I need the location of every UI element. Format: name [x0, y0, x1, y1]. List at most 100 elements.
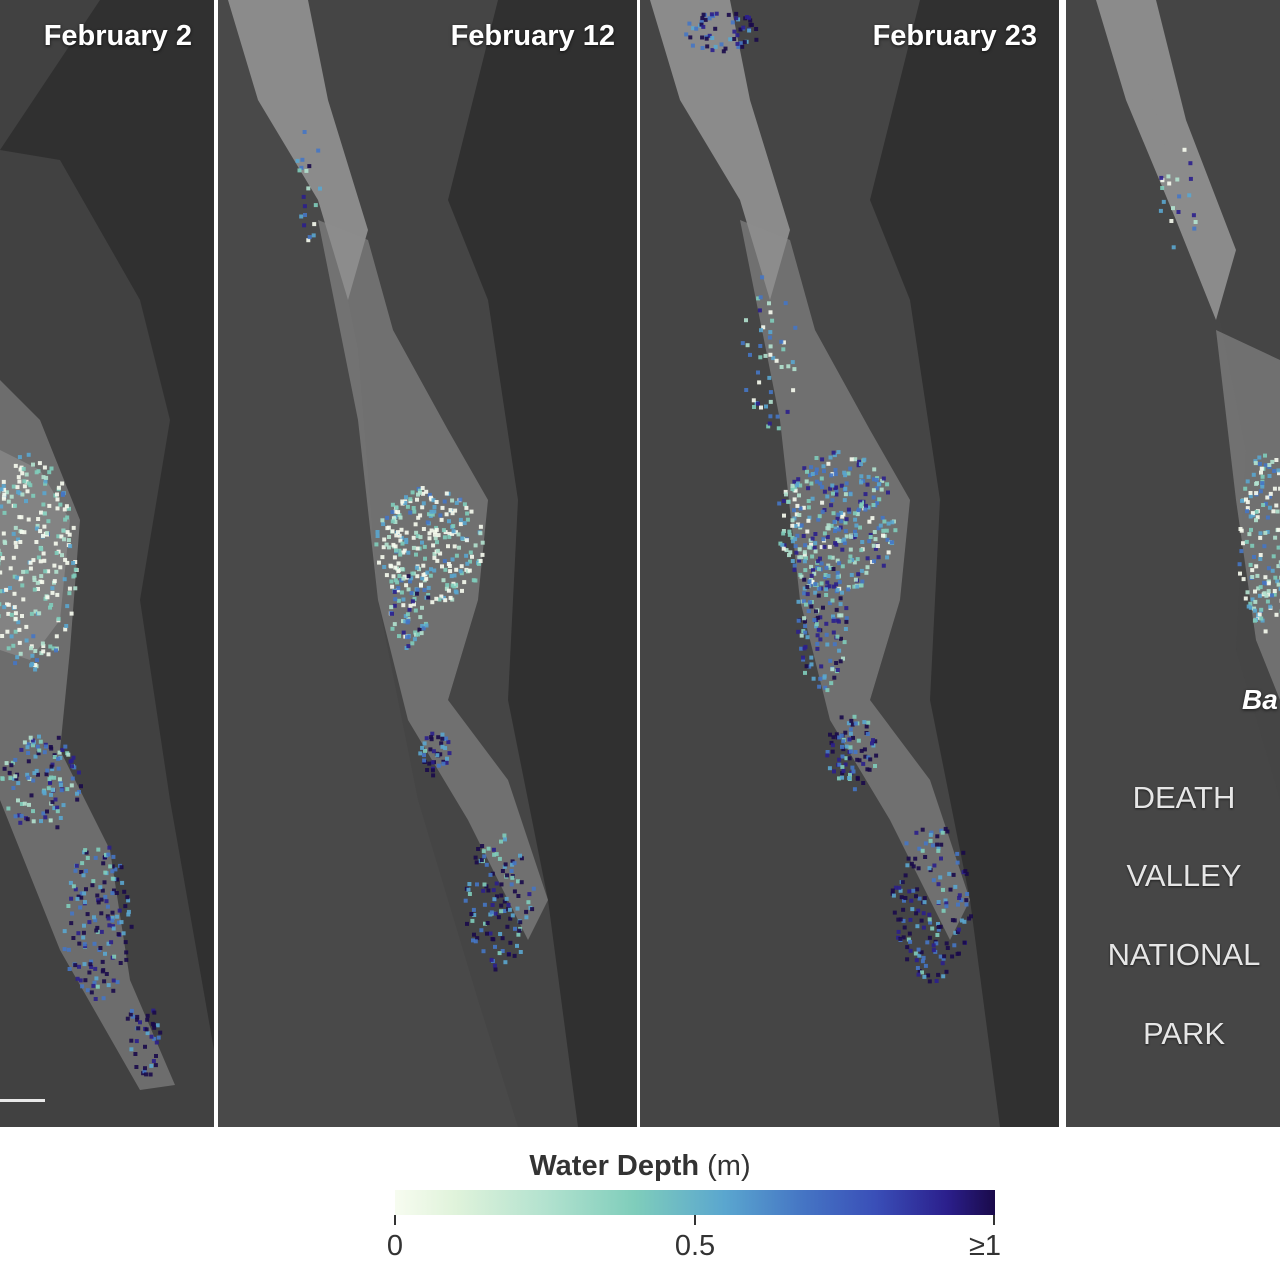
water-pixel [928, 832, 933, 837]
water-pixel [930, 926, 935, 931]
water-pixel [837, 735, 842, 740]
water-pixel [52, 579, 57, 584]
water-pixel [485, 931, 489, 936]
water-pixel [915, 887, 920, 892]
water-pixel [450, 511, 455, 516]
water-pixel [20, 583, 25, 588]
water-pixel [782, 543, 787, 548]
water-pixel [33, 609, 38, 614]
water-pixel [471, 907, 476, 912]
water-pixel [9, 763, 14, 768]
water-pixel [306, 238, 311, 243]
water-pixel [853, 517, 858, 522]
water-pixel [60, 748, 65, 752]
water-pixel [815, 633, 820, 638]
water-pixel [17, 813, 22, 818]
water-pixel [421, 626, 426, 631]
water-pixel [808, 473, 812, 478]
water-pixel [834, 607, 839, 612]
water-pixel [19, 465, 24, 470]
water-pixel [785, 409, 790, 414]
water-pixel [835, 634, 840, 639]
water-pixel [1260, 481, 1265, 486]
water-pixel [405, 504, 410, 509]
water-pixel [779, 339, 784, 344]
water-pixel [391, 542, 396, 547]
water-pixel [905, 863, 910, 868]
water-pixel [848, 731, 853, 736]
water-pixel [499, 882, 504, 887]
water-pixel [810, 496, 815, 501]
water-pixel [940, 830, 945, 835]
water-pixel [105, 914, 110, 919]
water-pixel [885, 537, 890, 542]
water-pixel [8, 586, 12, 590]
water-pixel [834, 489, 839, 494]
water-pixel [941, 908, 946, 913]
water-pixel [2, 605, 7, 610]
water-pixel [397, 533, 402, 538]
water-pixel [1193, 220, 1198, 224]
water-pixel [432, 555, 437, 560]
water-pixel [390, 519, 395, 524]
water-pixel [816, 593, 821, 598]
water-pixel [488, 872, 493, 877]
water-pixel [864, 724, 869, 729]
water-pixel [837, 762, 842, 767]
water-pixel [790, 535, 795, 540]
water-pixel [700, 35, 705, 40]
water-pixel [740, 341, 745, 346]
water-pixel [58, 816, 63, 820]
water-pixel [814, 609, 818, 614]
legend-unit: (m) [707, 1150, 751, 1182]
water-pixel [389, 605, 394, 610]
water-pixel [24, 499, 28, 504]
water-pixel [89, 965, 94, 969]
water-pixel [1277, 471, 1280, 476]
water-pixel [832, 519, 837, 524]
legend-tick-label-1: 0.5 [674, 1230, 716, 1262]
water-pixel [96, 898, 101, 903]
water-pixel [22, 484, 27, 489]
water-pixel [806, 486, 811, 491]
water-pixel [302, 223, 307, 228]
water-pixel [871, 543, 876, 548]
water-pixel [39, 574, 44, 579]
water-pixel [508, 940, 513, 945]
water-pixel [481, 949, 486, 954]
water-pixel [801, 534, 806, 538]
water-pixel [872, 467, 877, 472]
water-pixel [12, 574, 17, 579]
water-pixel [8, 566, 13, 571]
water-pixel [24, 472, 29, 477]
water-pixel [432, 532, 437, 537]
water-pixel [117, 908, 122, 913]
water-pixel [831, 630, 836, 635]
water-pixel [420, 605, 424, 610]
water-pixel [33, 667, 38, 672]
water-pixel [1273, 535, 1278, 540]
water-pixel [801, 599, 806, 604]
water-pixel [489, 910, 494, 915]
water-pixel [882, 519, 887, 524]
water-pixel [802, 586, 807, 591]
water-pixel [1258, 531, 1263, 536]
water-pixel [863, 507, 868, 512]
water-pixel [868, 757, 873, 762]
water-pixel [428, 573, 433, 578]
water-pixel [99, 911, 104, 916]
water-pixel [885, 482, 890, 487]
water-pixel [468, 559, 472, 564]
water-pixel [73, 560, 78, 564]
water-pixel [425, 570, 430, 575]
water-pixel [405, 635, 409, 640]
water-pixel [847, 559, 852, 564]
water-pixel [820, 509, 825, 514]
water-pixel [853, 721, 858, 726]
water-pixel [422, 544, 427, 549]
water-pixel [410, 571, 415, 576]
water-pixel [1264, 593, 1269, 598]
water-pixel [58, 565, 63, 570]
water-pixel [881, 563, 886, 568]
water-pixel [840, 514, 845, 519]
